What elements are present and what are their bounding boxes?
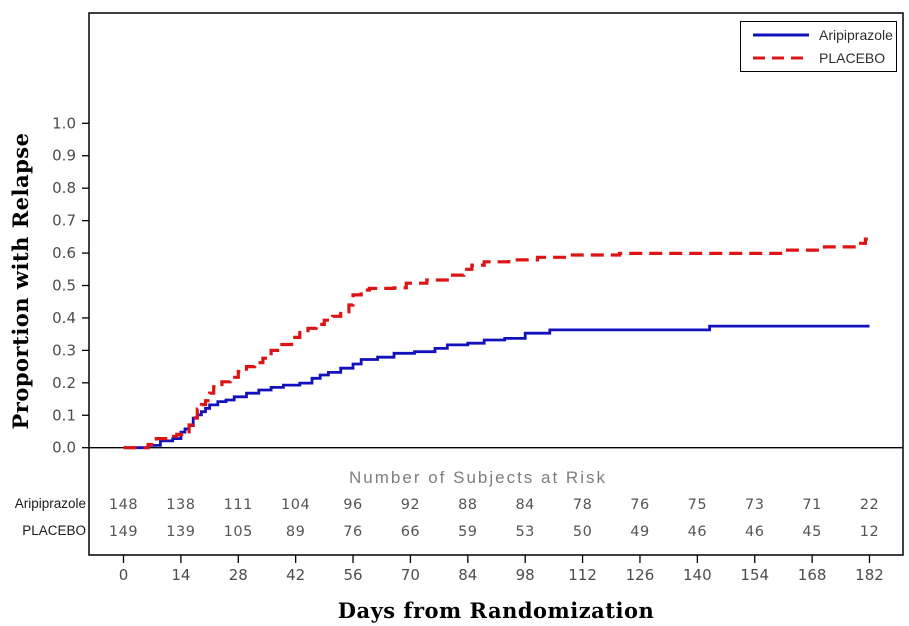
svg-text:154: 154 bbox=[740, 566, 769, 584]
svg-text:0.3: 0.3 bbox=[52, 341, 76, 359]
svg-text:149: 149 bbox=[109, 524, 138, 540]
svg-text:0.7: 0.7 bbox=[52, 212, 76, 230]
svg-text:138: 138 bbox=[166, 497, 195, 513]
svg-text:84: 84 bbox=[458, 566, 477, 584]
svg-text:168: 168 bbox=[798, 566, 827, 584]
svg-text:148: 148 bbox=[109, 497, 138, 513]
svg-text:56: 56 bbox=[343, 566, 362, 584]
svg-text:71: 71 bbox=[802, 497, 821, 513]
svg-text:0.8: 0.8 bbox=[52, 179, 76, 197]
svg-text:45: 45 bbox=[802, 524, 821, 540]
svg-text:53: 53 bbox=[515, 524, 534, 540]
svg-text:28: 28 bbox=[229, 566, 248, 584]
svg-text:76: 76 bbox=[343, 524, 362, 540]
legend-line-dashed-icon bbox=[753, 56, 809, 60]
svg-text:182: 182 bbox=[855, 566, 884, 584]
svg-text:50: 50 bbox=[573, 524, 592, 540]
svg-text:0.4: 0.4 bbox=[52, 309, 76, 327]
legend: Aripiprazole PLACEBO bbox=[740, 21, 897, 72]
at-risk-table-title: Number of Subjects at Risk bbox=[349, 468, 607, 487]
legend-label-placebo: PLACEBO bbox=[819, 50, 886, 66]
svg-text:70: 70 bbox=[401, 566, 420, 584]
at-risk-row-label-aripiprazole: Aripiprazole bbox=[14, 496, 86, 511]
svg-text:75: 75 bbox=[688, 497, 707, 513]
svg-text:92: 92 bbox=[401, 497, 420, 513]
svg-text:46: 46 bbox=[745, 524, 764, 540]
at-risk-row-label-placebo: PLACEBO bbox=[22, 523, 86, 538]
svg-text:105: 105 bbox=[224, 524, 253, 540]
svg-text:78: 78 bbox=[573, 497, 592, 513]
svg-text:139: 139 bbox=[166, 524, 195, 540]
svg-text:0.1: 0.1 bbox=[52, 406, 76, 424]
svg-text:89: 89 bbox=[286, 524, 305, 540]
svg-text:111: 111 bbox=[224, 497, 253, 513]
svg-text:59: 59 bbox=[458, 524, 477, 540]
svg-text:42: 42 bbox=[286, 566, 305, 584]
svg-text:1.0: 1.0 bbox=[52, 114, 76, 132]
svg-text:112: 112 bbox=[568, 566, 597, 584]
svg-text:96: 96 bbox=[343, 497, 362, 513]
svg-text:104: 104 bbox=[281, 497, 310, 513]
svg-text:0.5: 0.5 bbox=[52, 277, 76, 295]
svg-text:0.2: 0.2 bbox=[52, 374, 76, 392]
legend-line-solid-icon bbox=[753, 33, 809, 37]
legend-label-aripiprazole: Aripiprazole bbox=[819, 27, 893, 43]
svg-text:46: 46 bbox=[688, 524, 707, 540]
svg-text:88: 88 bbox=[458, 497, 477, 513]
svg-text:22: 22 bbox=[860, 497, 879, 513]
y-axis-title: Proportion with Relapse bbox=[8, 132, 33, 430]
svg-text:0.9: 0.9 bbox=[52, 147, 76, 165]
svg-text:84: 84 bbox=[515, 497, 534, 513]
svg-text:73: 73 bbox=[745, 497, 764, 513]
svg-text:98: 98 bbox=[516, 566, 535, 584]
svg-text:0.0: 0.0 bbox=[52, 439, 76, 457]
svg-text:140: 140 bbox=[683, 566, 712, 584]
svg-text:12: 12 bbox=[860, 524, 879, 540]
legend-item-aripiprazole: Aripiprazole bbox=[752, 25, 896, 45]
svg-text:126: 126 bbox=[626, 566, 655, 584]
x-axis-title: Days from Randomization bbox=[337, 598, 655, 623]
svg-text:14: 14 bbox=[171, 566, 190, 584]
svg-text:76: 76 bbox=[630, 497, 649, 513]
svg-text:66: 66 bbox=[401, 524, 420, 540]
svg-text:0: 0 bbox=[119, 566, 129, 584]
svg-text:49: 49 bbox=[630, 524, 649, 540]
svg-text:0.6: 0.6 bbox=[52, 244, 76, 262]
legend-item-placebo: PLACEBO bbox=[752, 48, 896, 68]
